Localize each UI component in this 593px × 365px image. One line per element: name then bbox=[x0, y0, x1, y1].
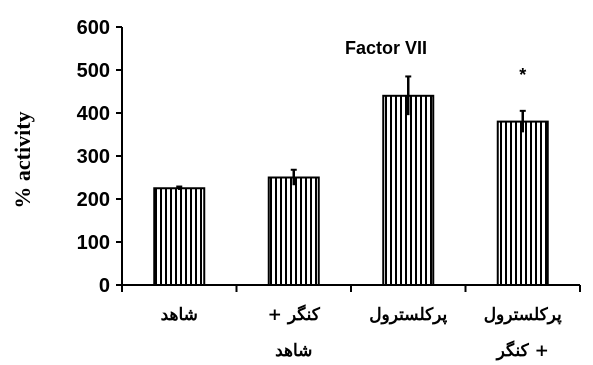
y-tick-label: 600 bbox=[77, 17, 110, 39]
bars: * bbox=[153, 65, 549, 286]
category-label: پرکلسترول bbox=[484, 305, 562, 325]
category-label-line2: + کنگر bbox=[495, 340, 549, 361]
y-axis-label: % activity bbox=[10, 111, 35, 208]
bar bbox=[382, 94, 435, 286]
category-labels: شاهد کنگر + شاهد پرکلسترول پرکلسترول + کنگر bbox=[161, 304, 562, 361]
y-tick-label: 0 bbox=[99, 275, 110, 297]
y-axis: 0 100 200 300 400 500 600 bbox=[77, 17, 123, 297]
bar bbox=[153, 187, 206, 286]
y-tick-label: 400 bbox=[77, 103, 110, 125]
bar bbox=[267, 176, 320, 286]
category-label: شاهد bbox=[161, 305, 198, 325]
category-label: کنگر + bbox=[268, 304, 321, 325]
x-axis bbox=[121, 284, 581, 292]
y-tick-label: 300 bbox=[77, 146, 110, 168]
y-tick-label: 200 bbox=[77, 189, 110, 211]
category-label-line2: شاهد bbox=[275, 341, 312, 361]
chart-title: Factor VII bbox=[345, 38, 427, 58]
category-label: پرکلسترول bbox=[369, 305, 447, 325]
significance-marker: * bbox=[519, 65, 526, 85]
y-tick-label: 500 bbox=[77, 60, 110, 82]
y-tick-label: 100 bbox=[77, 232, 110, 254]
bar bbox=[496, 120, 549, 286]
